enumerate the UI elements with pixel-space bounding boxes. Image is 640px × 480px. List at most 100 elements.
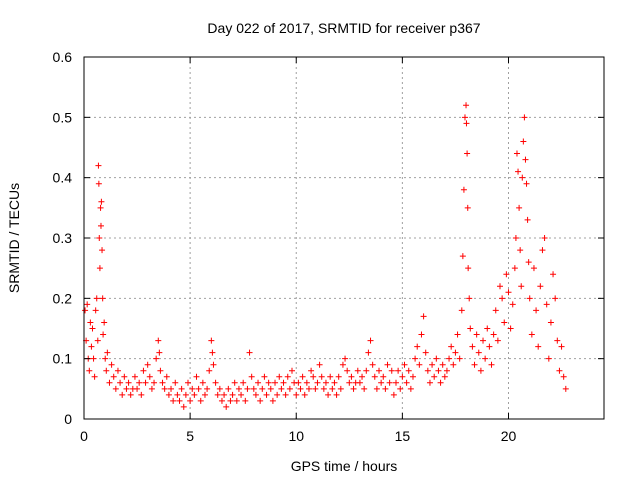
data-point <box>435 367 442 374</box>
x-tick-label: 10 <box>288 428 304 444</box>
data-point <box>388 367 395 374</box>
axis-ticks <box>83 56 604 420</box>
data-points <box>82 102 569 410</box>
data-point <box>471 361 478 368</box>
data-point <box>505 289 512 296</box>
data-point <box>88 343 95 350</box>
data-point <box>407 385 414 392</box>
data-point <box>293 391 300 398</box>
data-point <box>382 385 389 392</box>
data-point <box>297 385 304 392</box>
data-point <box>484 325 491 332</box>
data-point <box>494 337 501 344</box>
data-point <box>265 379 272 386</box>
data-point <box>84 301 91 308</box>
data-point <box>110 373 117 380</box>
data-point <box>380 373 387 380</box>
data-point <box>376 367 383 374</box>
data-point <box>242 397 249 404</box>
data-point <box>513 150 520 157</box>
data-point <box>503 271 510 278</box>
data-point <box>276 373 283 380</box>
data-point <box>153 355 160 362</box>
data-point <box>325 391 332 398</box>
data-point <box>289 367 295 374</box>
x-tick-label: 0 <box>80 428 88 444</box>
data-point <box>322 379 329 386</box>
y-tick-label: 0.3 <box>53 230 73 246</box>
data-point <box>94 337 101 344</box>
data-point <box>233 397 240 404</box>
data-point <box>305 385 312 392</box>
data-point <box>446 355 453 362</box>
data-point <box>140 367 147 374</box>
data-point <box>96 235 103 241</box>
data-point <box>560 373 567 380</box>
data-point <box>235 385 242 392</box>
data-point <box>148 385 155 392</box>
data-point <box>339 361 346 368</box>
data-point <box>103 367 110 374</box>
data-point <box>134 385 141 392</box>
data-point <box>199 379 206 386</box>
data-point <box>467 325 474 332</box>
data-point <box>210 361 217 368</box>
data-point <box>490 331 497 338</box>
data-point <box>125 379 132 386</box>
data-point <box>361 385 368 392</box>
data-point <box>156 349 163 356</box>
data-point <box>159 379 166 386</box>
data-point <box>539 247 546 254</box>
data-point <box>378 379 385 386</box>
data-point <box>93 295 100 302</box>
data-point <box>161 385 168 392</box>
y-tick-label: 0 <box>64 411 72 427</box>
data-point <box>99 295 106 302</box>
data-point <box>165 391 172 398</box>
data-point <box>461 114 468 121</box>
data-point <box>519 174 526 181</box>
data-point <box>221 391 228 398</box>
data-point <box>96 265 103 272</box>
data-point <box>403 379 410 386</box>
data-point <box>282 391 289 398</box>
data-point <box>523 180 530 187</box>
data-point <box>522 156 529 163</box>
data-point <box>82 307 89 314</box>
data-point <box>518 283 525 290</box>
data-point <box>218 397 225 404</box>
data-point <box>163 373 170 380</box>
data-point <box>439 361 446 368</box>
data-point <box>545 355 552 362</box>
data-point <box>477 367 484 374</box>
data-point <box>333 391 340 398</box>
data-point <box>227 397 234 404</box>
data-point <box>263 391 270 398</box>
data-point <box>475 349 482 356</box>
data-point <box>206 367 213 374</box>
data-point <box>187 397 194 404</box>
data-point <box>533 307 540 314</box>
data-point <box>201 391 208 398</box>
data-point <box>284 373 291 380</box>
data-point <box>418 331 425 338</box>
data-point <box>543 301 550 308</box>
data-point <box>280 379 287 386</box>
data-point <box>117 379 124 386</box>
data-point <box>182 391 189 398</box>
data-point <box>114 367 121 374</box>
data-point <box>401 361 408 368</box>
data-point <box>541 235 548 241</box>
data-point <box>547 319 554 326</box>
data-point <box>172 379 179 386</box>
data-point <box>119 391 126 398</box>
data-point <box>193 373 200 380</box>
data-point <box>465 265 472 272</box>
data-point <box>286 385 293 392</box>
data-point <box>335 373 342 380</box>
data-point <box>316 361 323 368</box>
data-point <box>131 373 138 380</box>
data-point <box>469 343 476 350</box>
data-point <box>530 265 537 272</box>
data-point <box>214 391 221 398</box>
